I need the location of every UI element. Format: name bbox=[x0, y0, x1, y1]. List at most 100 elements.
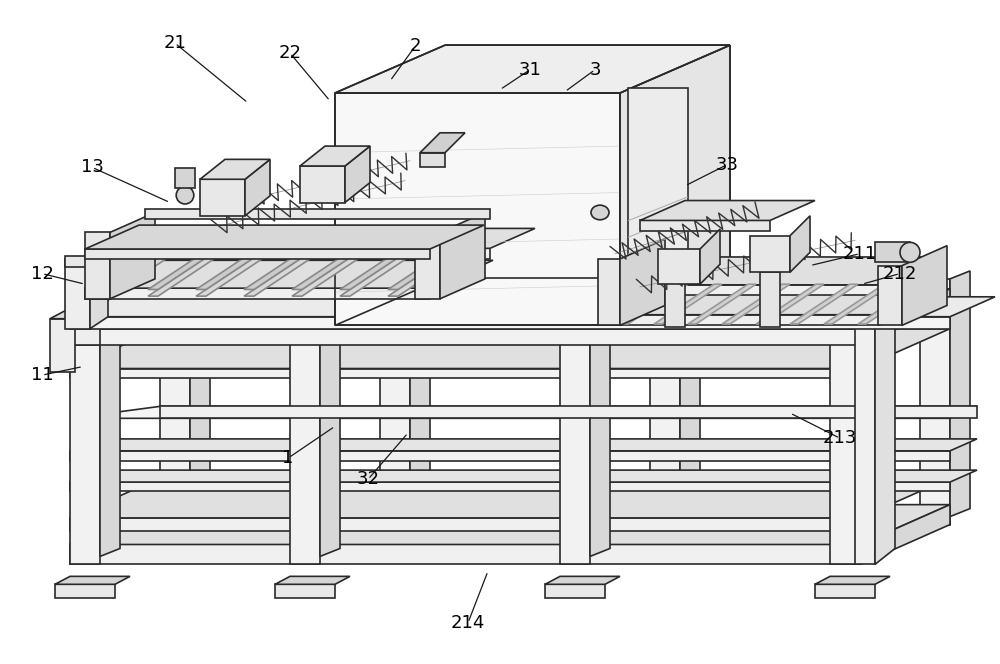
Polygon shape bbox=[650, 279, 680, 525]
Polygon shape bbox=[722, 284, 790, 324]
Polygon shape bbox=[688, 284, 756, 324]
Polygon shape bbox=[85, 232, 110, 299]
Polygon shape bbox=[750, 236, 790, 272]
Polygon shape bbox=[70, 332, 100, 564]
Polygon shape bbox=[875, 242, 910, 262]
Polygon shape bbox=[815, 584, 875, 598]
Polygon shape bbox=[440, 212, 485, 299]
Polygon shape bbox=[410, 271, 430, 517]
Polygon shape bbox=[148, 250, 218, 290]
Polygon shape bbox=[860, 505, 950, 564]
Polygon shape bbox=[815, 576, 890, 584]
Polygon shape bbox=[70, 470, 977, 482]
Polygon shape bbox=[85, 288, 430, 299]
Polygon shape bbox=[300, 166, 345, 203]
Polygon shape bbox=[200, 179, 245, 216]
Polygon shape bbox=[790, 216, 810, 272]
Polygon shape bbox=[855, 319, 875, 564]
Polygon shape bbox=[600, 285, 880, 295]
Polygon shape bbox=[620, 284, 688, 324]
Polygon shape bbox=[65, 319, 100, 345]
Polygon shape bbox=[300, 146, 370, 166]
Polygon shape bbox=[658, 249, 700, 284]
Polygon shape bbox=[55, 584, 115, 598]
Polygon shape bbox=[70, 439, 977, 451]
Polygon shape bbox=[654, 284, 722, 324]
Polygon shape bbox=[110, 212, 155, 299]
Polygon shape bbox=[70, 329, 860, 345]
Polygon shape bbox=[244, 250, 314, 290]
Polygon shape bbox=[50, 311, 90, 319]
Polygon shape bbox=[665, 272, 685, 327]
Polygon shape bbox=[902, 246, 947, 325]
Polygon shape bbox=[790, 284, 858, 324]
Text: 12: 12 bbox=[31, 264, 53, 283]
Polygon shape bbox=[244, 256, 314, 296]
Polygon shape bbox=[760, 272, 780, 327]
Text: 21: 21 bbox=[164, 34, 186, 52]
Polygon shape bbox=[196, 250, 266, 290]
Polygon shape bbox=[292, 256, 362, 296]
Text: 13: 13 bbox=[81, 158, 103, 177]
Polygon shape bbox=[598, 259, 620, 325]
Text: 31: 31 bbox=[519, 60, 541, 79]
Polygon shape bbox=[65, 259, 90, 329]
Polygon shape bbox=[145, 209, 490, 219]
Polygon shape bbox=[680, 271, 700, 517]
Polygon shape bbox=[756, 284, 824, 324]
Polygon shape bbox=[275, 584, 335, 598]
Polygon shape bbox=[292, 250, 362, 290]
Text: 22: 22 bbox=[278, 44, 302, 62]
Polygon shape bbox=[175, 168, 195, 188]
Polygon shape bbox=[860, 289, 950, 345]
Text: 212: 212 bbox=[883, 264, 917, 283]
Polygon shape bbox=[335, 93, 620, 325]
Text: 1: 1 bbox=[282, 449, 294, 467]
Text: 33: 33 bbox=[716, 155, 738, 174]
Polygon shape bbox=[245, 159, 270, 216]
Polygon shape bbox=[85, 249, 430, 259]
Polygon shape bbox=[620, 45, 730, 325]
Polygon shape bbox=[50, 319, 75, 372]
Ellipse shape bbox=[591, 205, 609, 220]
Polygon shape bbox=[878, 266, 902, 325]
Polygon shape bbox=[100, 324, 120, 556]
Polygon shape bbox=[628, 88, 688, 254]
Polygon shape bbox=[70, 505, 950, 544]
Polygon shape bbox=[858, 284, 926, 324]
Polygon shape bbox=[380, 279, 410, 525]
Polygon shape bbox=[70, 478, 950, 518]
Polygon shape bbox=[824, 284, 892, 324]
Polygon shape bbox=[200, 159, 270, 179]
Polygon shape bbox=[860, 324, 880, 556]
Text: 214: 214 bbox=[451, 614, 485, 632]
Polygon shape bbox=[560, 332, 590, 564]
Polygon shape bbox=[600, 257, 943, 285]
Polygon shape bbox=[920, 279, 950, 525]
Polygon shape bbox=[420, 153, 445, 167]
Polygon shape bbox=[640, 220, 770, 231]
Polygon shape bbox=[388, 250, 458, 290]
Text: 32: 32 bbox=[356, 470, 380, 489]
Polygon shape bbox=[145, 228, 535, 248]
Polygon shape bbox=[320, 324, 340, 556]
Polygon shape bbox=[875, 303, 895, 564]
Polygon shape bbox=[148, 256, 218, 296]
Polygon shape bbox=[70, 297, 995, 317]
Polygon shape bbox=[196, 256, 266, 296]
Polygon shape bbox=[830, 332, 860, 564]
Polygon shape bbox=[100, 250, 170, 290]
Polygon shape bbox=[335, 45, 730, 93]
Polygon shape bbox=[55, 576, 130, 584]
Polygon shape bbox=[65, 309, 115, 319]
Polygon shape bbox=[70, 329, 950, 369]
Polygon shape bbox=[70, 317, 950, 329]
Polygon shape bbox=[660, 275, 940, 286]
Polygon shape bbox=[160, 279, 190, 525]
Polygon shape bbox=[640, 201, 815, 220]
Polygon shape bbox=[160, 406, 977, 418]
Polygon shape bbox=[85, 225, 484, 249]
Polygon shape bbox=[70, 518, 860, 531]
Polygon shape bbox=[545, 584, 605, 598]
Text: 211: 211 bbox=[843, 244, 877, 263]
